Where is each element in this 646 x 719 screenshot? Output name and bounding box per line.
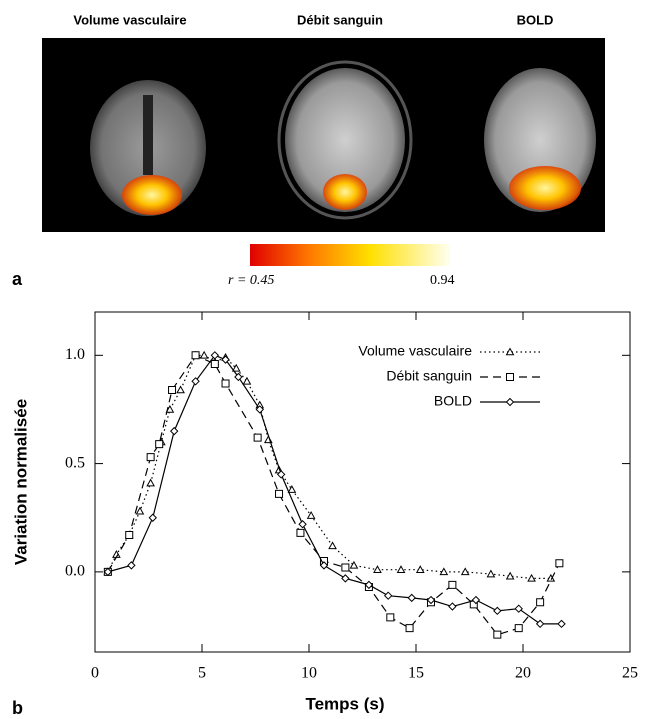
- marker: [135, 506, 145, 515]
- marker: [426, 595, 436, 605]
- marker: [527, 573, 536, 582]
- marker: [405, 624, 414, 633]
- marker: [103, 567, 113, 577]
- marker: [199, 350, 209, 359]
- marker: [191, 377, 200, 386]
- y-tick-label: 0.0: [65, 563, 85, 580]
- panel-title: BOLD: [517, 12, 554, 27]
- marker: [471, 595, 481, 605]
- marker: [448, 580, 457, 589]
- series-line: [107, 354, 560, 636]
- marker: [386, 613, 395, 622]
- marker: [146, 478, 155, 487]
- x-tick-label: 15: [408, 665, 424, 682]
- x-tick-label: 0: [91, 665, 99, 682]
- marker: [328, 541, 337, 550]
- marker: [253, 433, 262, 442]
- marker: [448, 602, 457, 611]
- y-axis-label: Variation normalisée: [11, 399, 30, 565]
- panel-label: b: [12, 698, 23, 718]
- marker: [287, 485, 297, 493]
- marker: [349, 560, 359, 569]
- marker: [396, 565, 406, 574]
- x-tick-label: 10: [301, 665, 317, 682]
- marker: [221, 379, 230, 388]
- marker: [341, 563, 350, 572]
- marker: [505, 571, 515, 580]
- brain-image: [277, 60, 413, 220]
- legend-label: Débit sanguin: [386, 368, 472, 384]
- series-line: [107, 354, 562, 625]
- marker: [275, 489, 284, 498]
- marker: [168, 385, 177, 394]
- marker: [536, 598, 545, 607]
- marker: [407, 593, 416, 603]
- colorbar-label: r = 0.45: [228, 273, 274, 288]
- x-tick-label: 25: [622, 665, 638, 682]
- panel-title: Débit sanguin: [297, 12, 383, 27]
- x-axis-label: Temps (s): [305, 694, 384, 713]
- marker: [221, 355, 230, 364]
- marker: [165, 404, 175, 413]
- marker: [169, 426, 179, 436]
- marker: [319, 561, 329, 570]
- legend-marker: [505, 397, 515, 407]
- marker: [373, 565, 382, 574]
- marker: [125, 531, 134, 540]
- brain-image: [90, 80, 206, 216]
- marker: [296, 528, 305, 537]
- legend-marker: [505, 347, 515, 356]
- marker: [383, 591, 393, 600]
- marker: [486, 569, 496, 578]
- colorbar-label: 0.94: [430, 273, 455, 288]
- panel-label: a: [12, 269, 23, 289]
- marker: [276, 470, 286, 479]
- marker: [364, 580, 374, 590]
- y-tick-label: 0.5: [65, 454, 85, 471]
- marker: [341, 574, 350, 583]
- x-tick-label: 5: [198, 665, 206, 682]
- marker: [210, 351, 220, 360]
- marker: [242, 376, 252, 385]
- legend-marker: [506, 373, 514, 381]
- marker: [493, 606, 502, 616]
- marker: [514, 624, 523, 633]
- marker: [555, 559, 564, 568]
- marker: [298, 520, 307, 529]
- legend-label: BOLD: [434, 393, 472, 409]
- marker: [231, 363, 241, 372]
- marker: [493, 630, 502, 639]
- legend-label: Volume vasculaire: [358, 343, 472, 359]
- marker: [439, 567, 449, 576]
- marker: [210, 359, 219, 368]
- marker: [514, 604, 523, 613]
- marker: [557, 619, 566, 629]
- x-tick-label: 20: [515, 665, 531, 682]
- marker: [176, 385, 185, 394]
- plot-frame: [94, 311, 631, 653]
- brain-image: [484, 68, 596, 212]
- marker: [191, 351, 200, 360]
- marker: [535, 619, 545, 629]
- marker: [155, 440, 164, 449]
- marker: [255, 405, 264, 414]
- panel-title: Volume vasculaire: [73, 12, 186, 27]
- marker: [148, 513, 157, 522]
- marker: [127, 561, 136, 570]
- marker: [415, 565, 425, 574]
- colorbar: [250, 244, 450, 266]
- y-tick-label: 1.0: [65, 346, 85, 363]
- marker: [306, 511, 316, 519]
- marker: [460, 567, 470, 576]
- marker: [234, 372, 243, 382]
- marker: [146, 453, 155, 462]
